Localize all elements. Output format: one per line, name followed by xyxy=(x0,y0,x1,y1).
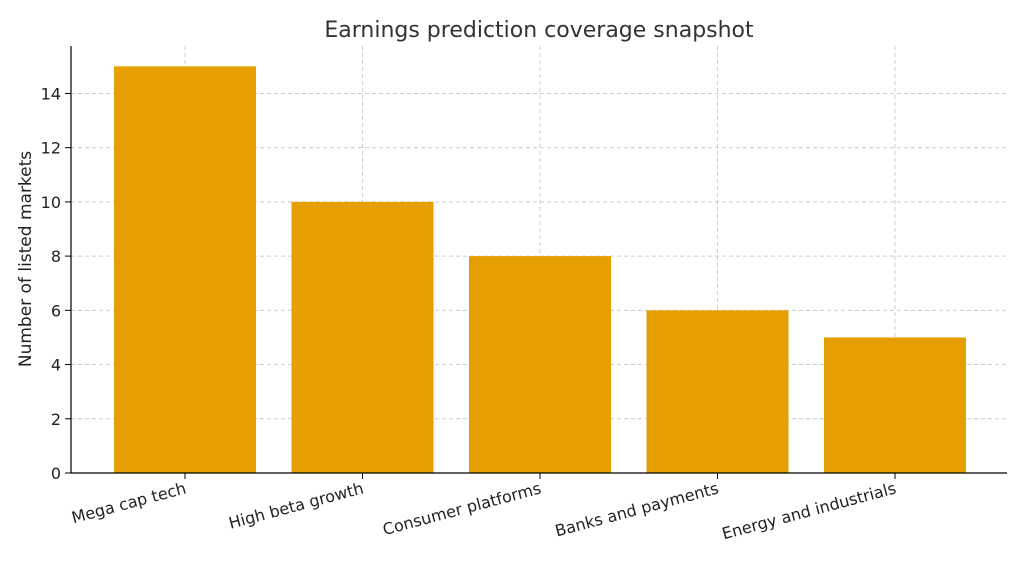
y-tick-label: 10 xyxy=(41,193,61,212)
bar xyxy=(646,310,789,473)
y-tick-label: 14 xyxy=(41,84,61,103)
x-tick-label: Mega cap tech xyxy=(70,479,189,528)
x-tick-label: Consumer platforms xyxy=(381,479,543,540)
x-tick-label: Banks and payments xyxy=(553,479,721,541)
x-tick-label: Energy and industrials xyxy=(720,479,898,544)
y-tick-label: 12 xyxy=(41,139,61,158)
x-tick-label: High beta growth xyxy=(227,479,366,533)
y-axis-label: Number of listed markets xyxy=(16,151,36,367)
chart-title: Earnings prediction coverage snapshot xyxy=(324,18,754,43)
y-tick-label: 0 xyxy=(51,464,61,483)
y-tick-label: 4 xyxy=(51,356,61,375)
bar xyxy=(291,201,434,473)
x-ticks: Mega cap tech High beta growth Consumer pl… xyxy=(70,473,898,544)
bars xyxy=(114,66,966,473)
y-ticks: 0 2 4 6 8 10 12 14 xyxy=(41,84,71,483)
bar xyxy=(114,66,256,473)
y-tick-label: 6 xyxy=(51,301,61,320)
y-tick-label: 2 xyxy=(51,410,61,429)
y-tick-label: 8 xyxy=(51,247,61,266)
bar xyxy=(824,337,966,473)
bar xyxy=(469,256,611,473)
axes xyxy=(70,46,1007,474)
